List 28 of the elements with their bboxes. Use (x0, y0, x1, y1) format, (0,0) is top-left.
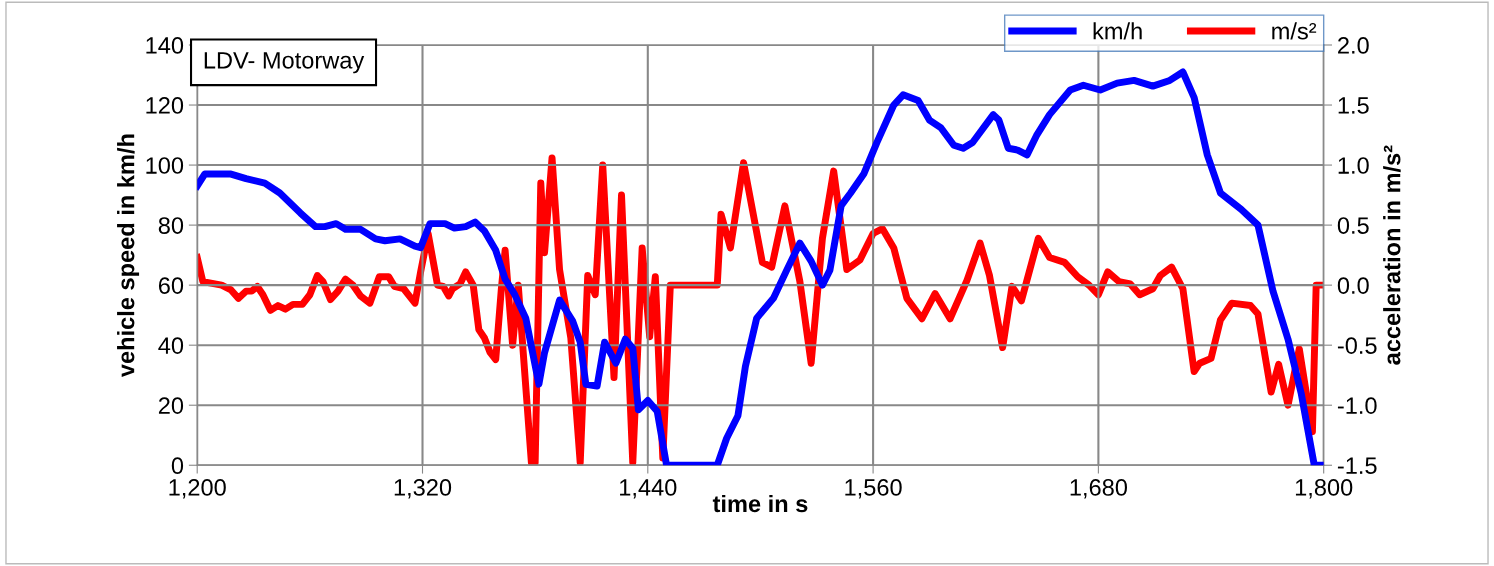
y2-tick-label: 0.0 (1337, 277, 1369, 294)
y2-tick-label: 1.0 (1338, 157, 1369, 174)
y-tick-label: 140 (146, 37, 184, 54)
y-tick-label: 0 (171, 457, 184, 475)
x-tick-label: 1,320 (394, 479, 452, 499)
y2-tick-label: -1.0 (1337, 397, 1377, 414)
x-tick-label: 1,680 (1070, 479, 1128, 499)
y-tick-label: 80 (158, 217, 184, 234)
y-tick-label: 120 (146, 97, 184, 114)
legend-label: m/s² (1272, 22, 1317, 40)
x-tick-label: 1,440 (620, 479, 677, 499)
y2-tick-label: 2.0 (1338, 37, 1369, 54)
legend-label: km/h (1093, 22, 1142, 40)
y2-tick-label: -0.5 (1337, 337, 1377, 354)
x-tick-label: 1,200 (169, 479, 226, 499)
chart-title: LDV- Motorway (204, 52, 365, 74)
y2-tick-label: -1.5 (1337, 457, 1377, 475)
y-tick-label: 100 (146, 157, 184, 174)
y-tick-label: 20 (158, 397, 184, 414)
x-tick-label: 1,560 (845, 479, 902, 499)
x-axis-title: time in s (712, 494, 808, 513)
y2-tick-label: 0.5 (1337, 217, 1369, 234)
x-tick-label: 1,800 (1295, 479, 1353, 499)
y-tick-label: 60 (158, 277, 184, 294)
y2-axis-title: acceleration in m/s² (1383, 145, 1401, 365)
y2-tick-label: 1.5 (1338, 97, 1369, 114)
y-axis-title: vehicle speed in km/h (117, 134, 140, 378)
y-tick-label: 40 (158, 337, 184, 354)
